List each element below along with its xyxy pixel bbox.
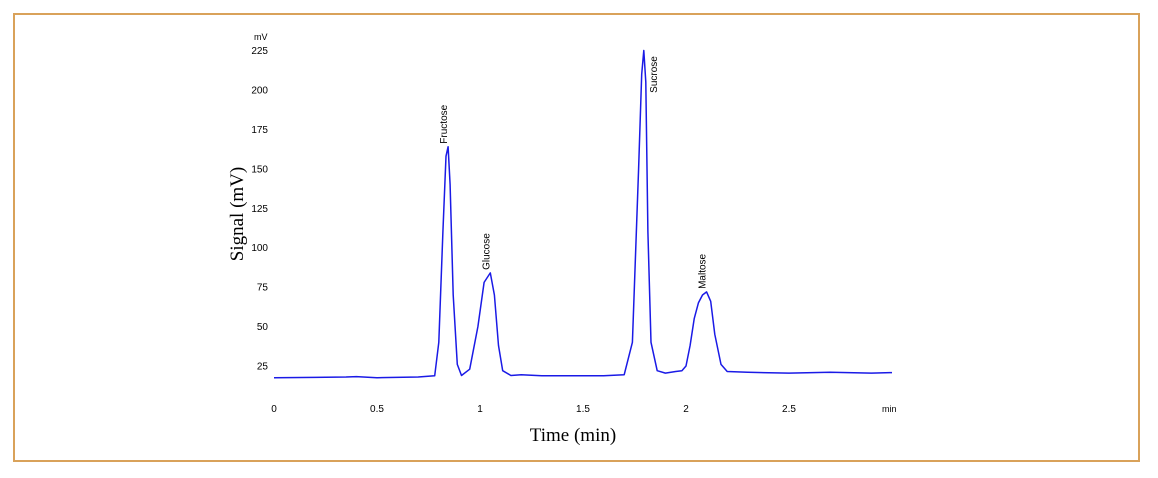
x-tick-label: 1.5 — [576, 404, 590, 415]
x-axis-title: Time (min) — [530, 425, 616, 446]
x-tick-label: 0 — [271, 404, 277, 415]
y-tick-label: 50 — [257, 322, 269, 333]
x-tick-label: 2.5 — [782, 404, 796, 415]
y-tick-label: 75 — [257, 283, 269, 294]
x-unit-label: min — [882, 404, 897, 414]
y-tick-label: 100 — [251, 243, 268, 254]
y-tick-label: 150 — [251, 164, 268, 175]
y-unit-label: mV — [254, 32, 268, 42]
y-axis-title: Signal (mV) — [227, 167, 248, 261]
peak-label-sucrose: Sucrose — [649, 56, 660, 93]
y-tick-label: 175 — [251, 125, 268, 136]
x-tick-label: 0.5 — [370, 404, 384, 415]
y-tick-label: 200 — [251, 85, 268, 96]
y-tick-label: 225 — [251, 46, 268, 57]
figure-frame — [13, 13, 1140, 462]
x-tick-label: 2 — [683, 404, 689, 415]
peak-label-maltose: Maltose — [698, 253, 709, 288]
y-tick-label: 25 — [257, 362, 269, 373]
peak-label-glucose: Glucose — [481, 233, 492, 270]
peak-label-fructose: Fructose — [439, 104, 450, 143]
y-tick-label: 125 — [251, 204, 268, 215]
series-line — [273, 49, 893, 379]
x-tick-label: 1 — [477, 404, 483, 415]
